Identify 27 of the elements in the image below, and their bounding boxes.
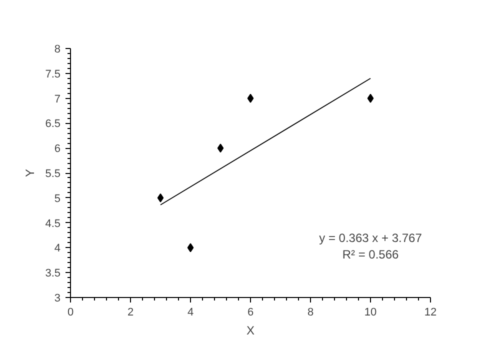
x-tick-label: 6 [247,306,254,318]
annotation: R² = 0.566 [342,248,400,262]
y-tick-label: 7.5 [45,68,61,80]
x-tick-label: 10 [364,306,377,318]
point [187,243,194,252]
point [217,144,224,153]
x-tick-label: 12 [424,306,437,318]
y-tick-label: 4.5 [45,218,61,230]
y-tick-label: 5.5 [45,168,61,180]
y-tick-label: 5 [54,192,61,205]
point [367,94,374,103]
y-tick-label: 6.5 [45,118,61,130]
y-tick-label: 3.5 [45,268,61,280]
x-tick-label: 0 [67,306,74,318]
y-tick-label: 8 [54,44,61,56]
y-tick-label: 4 [54,242,61,255]
x-tick-label: 8 [307,306,314,318]
x-tick-label: 2 [127,306,134,318]
x-tick-label: 4 [187,306,194,318]
point [247,94,254,103]
y-tick-label: 6 [54,143,61,156]
y-axis-title: Y [23,168,38,177]
annotation: y = 0.363 x + 3.767 [319,231,422,246]
y-tick-label: 7 [54,93,61,106]
x-axis-title: X [246,324,255,338]
point [157,193,164,202]
y-tick-label: 3 [54,292,61,304]
